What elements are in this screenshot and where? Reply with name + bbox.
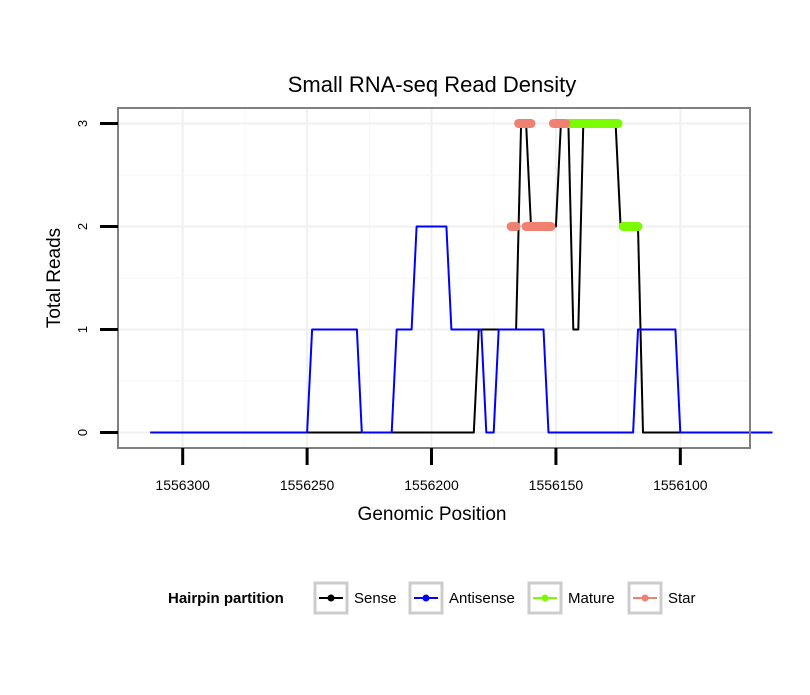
x-tick-label: 1556300 xyxy=(155,477,210,493)
legend-label: Antisense xyxy=(449,590,515,607)
x-tick-label: 1556250 xyxy=(280,477,335,493)
legend-label: Sense xyxy=(354,590,397,607)
x-tick-label: 1556150 xyxy=(529,477,584,493)
x-tick-label: 1556200 xyxy=(404,477,459,493)
series-layer xyxy=(150,118,773,434)
series-line-antisense xyxy=(150,225,773,434)
y-tick-label: 2 xyxy=(75,223,90,230)
y-tick-label: 1 xyxy=(75,326,90,333)
legend-entry-mature: Mature xyxy=(527,581,615,615)
legend-title: Hairpin partition xyxy=(168,590,284,607)
legend: Hairpin partition Sense Antisense Mature St… xyxy=(168,581,696,615)
legend-key-point xyxy=(641,594,649,602)
chart-title: Small RNA-seq Read Density xyxy=(288,72,577,97)
x-tick-label: 1556100 xyxy=(653,477,708,493)
legend-entry-sense: Sense xyxy=(313,581,397,615)
legend-entry-star: Star xyxy=(627,581,696,615)
y-axis: 0 1 2 3 xyxy=(75,120,118,436)
x-axis: 1556300 1556250 1556200 1556150 1556100 xyxy=(155,448,708,493)
legend-key-point xyxy=(541,594,549,602)
legend-label: Star xyxy=(668,590,696,607)
legend-label: Mature xyxy=(568,590,615,607)
plot-border xyxy=(117,107,751,449)
y-tick-label: 0 xyxy=(75,429,90,436)
x-axis-label: Genomic Position xyxy=(358,504,507,525)
y-tick-label: 3 xyxy=(75,120,90,127)
legend-key-point xyxy=(327,594,335,602)
legend-entry-antisense: Antisense xyxy=(408,581,515,615)
y-axis-label: Total Reads xyxy=(44,228,65,328)
legend-key-point xyxy=(422,594,430,602)
